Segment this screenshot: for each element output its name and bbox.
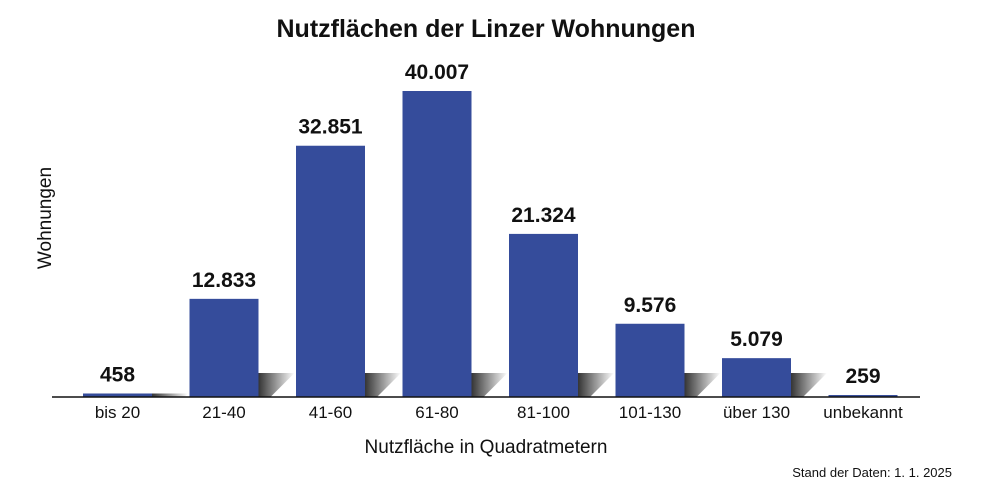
bar-shadow — [152, 393, 188, 397]
bar-shadow — [365, 373, 401, 397]
y-axis-label: Wohnungen — [35, 167, 56, 269]
bar-value-label: 32.851 — [298, 116, 363, 139]
x-tick-label: 21-40 — [202, 403, 245, 422]
x-tick-label: unbekannt — [823, 403, 903, 422]
bar-value-label: 12.833 — [192, 269, 256, 292]
x-tick-label: 61-80 — [415, 403, 458, 422]
bar-shadows — [152, 373, 827, 397]
x-tick-label: bis 20 — [95, 403, 140, 422]
bar-über-130 — [722, 358, 791, 397]
bar-unbekannt — [828, 395, 898, 397]
bar-value-label: 21.324 — [511, 204, 576, 227]
bar-shadow — [471, 373, 508, 397]
bar-shadow — [578, 373, 614, 397]
bar-value-label: 9.576 — [624, 294, 677, 317]
x-tick-label: 81-100 — [517, 403, 570, 422]
x-axis-label: Nutzfläche in Quadratmetern — [365, 437, 608, 458]
x-tick-label: 101-130 — [619, 403, 681, 422]
x-tick-label: 41-60 — [309, 403, 352, 422]
value-labels: 458 12.833 32.851 40.007 21.324 9.576 5.079 259 — [100, 61, 881, 388]
bar-41-60 — [296, 145, 365, 397]
x-tick-label: über 130 — [723, 403, 790, 422]
bars — [83, 91, 898, 397]
bar-101-130 — [615, 323, 685, 397]
bar-21-40 — [189, 298, 259, 397]
data-date-note: Stand der Daten: 1. 1. 2025 — [792, 465, 952, 480]
bar-value-label: 40.007 — [405, 61, 469, 84]
chart-title: Nutzflächen der Linzer Wohnungen — [277, 15, 696, 43]
bar-bis-20 — [83, 393, 152, 397]
bar-value-label: 5.079 — [730, 328, 783, 351]
bar-shadow — [684, 373, 721, 397]
bar-shadow — [258, 373, 295, 397]
bar-value-label: 259 — [845, 365, 880, 388]
x-tick-labels: bis 20 21-40 41-60 61-80 81-100 101-130 über 1… — [95, 403, 903, 422]
bar-61-80 — [402, 91, 472, 397]
bar-shadow — [791, 373, 827, 397]
bar-81-100 — [509, 233, 578, 397]
bar-value-label: 458 — [100, 363, 135, 386]
